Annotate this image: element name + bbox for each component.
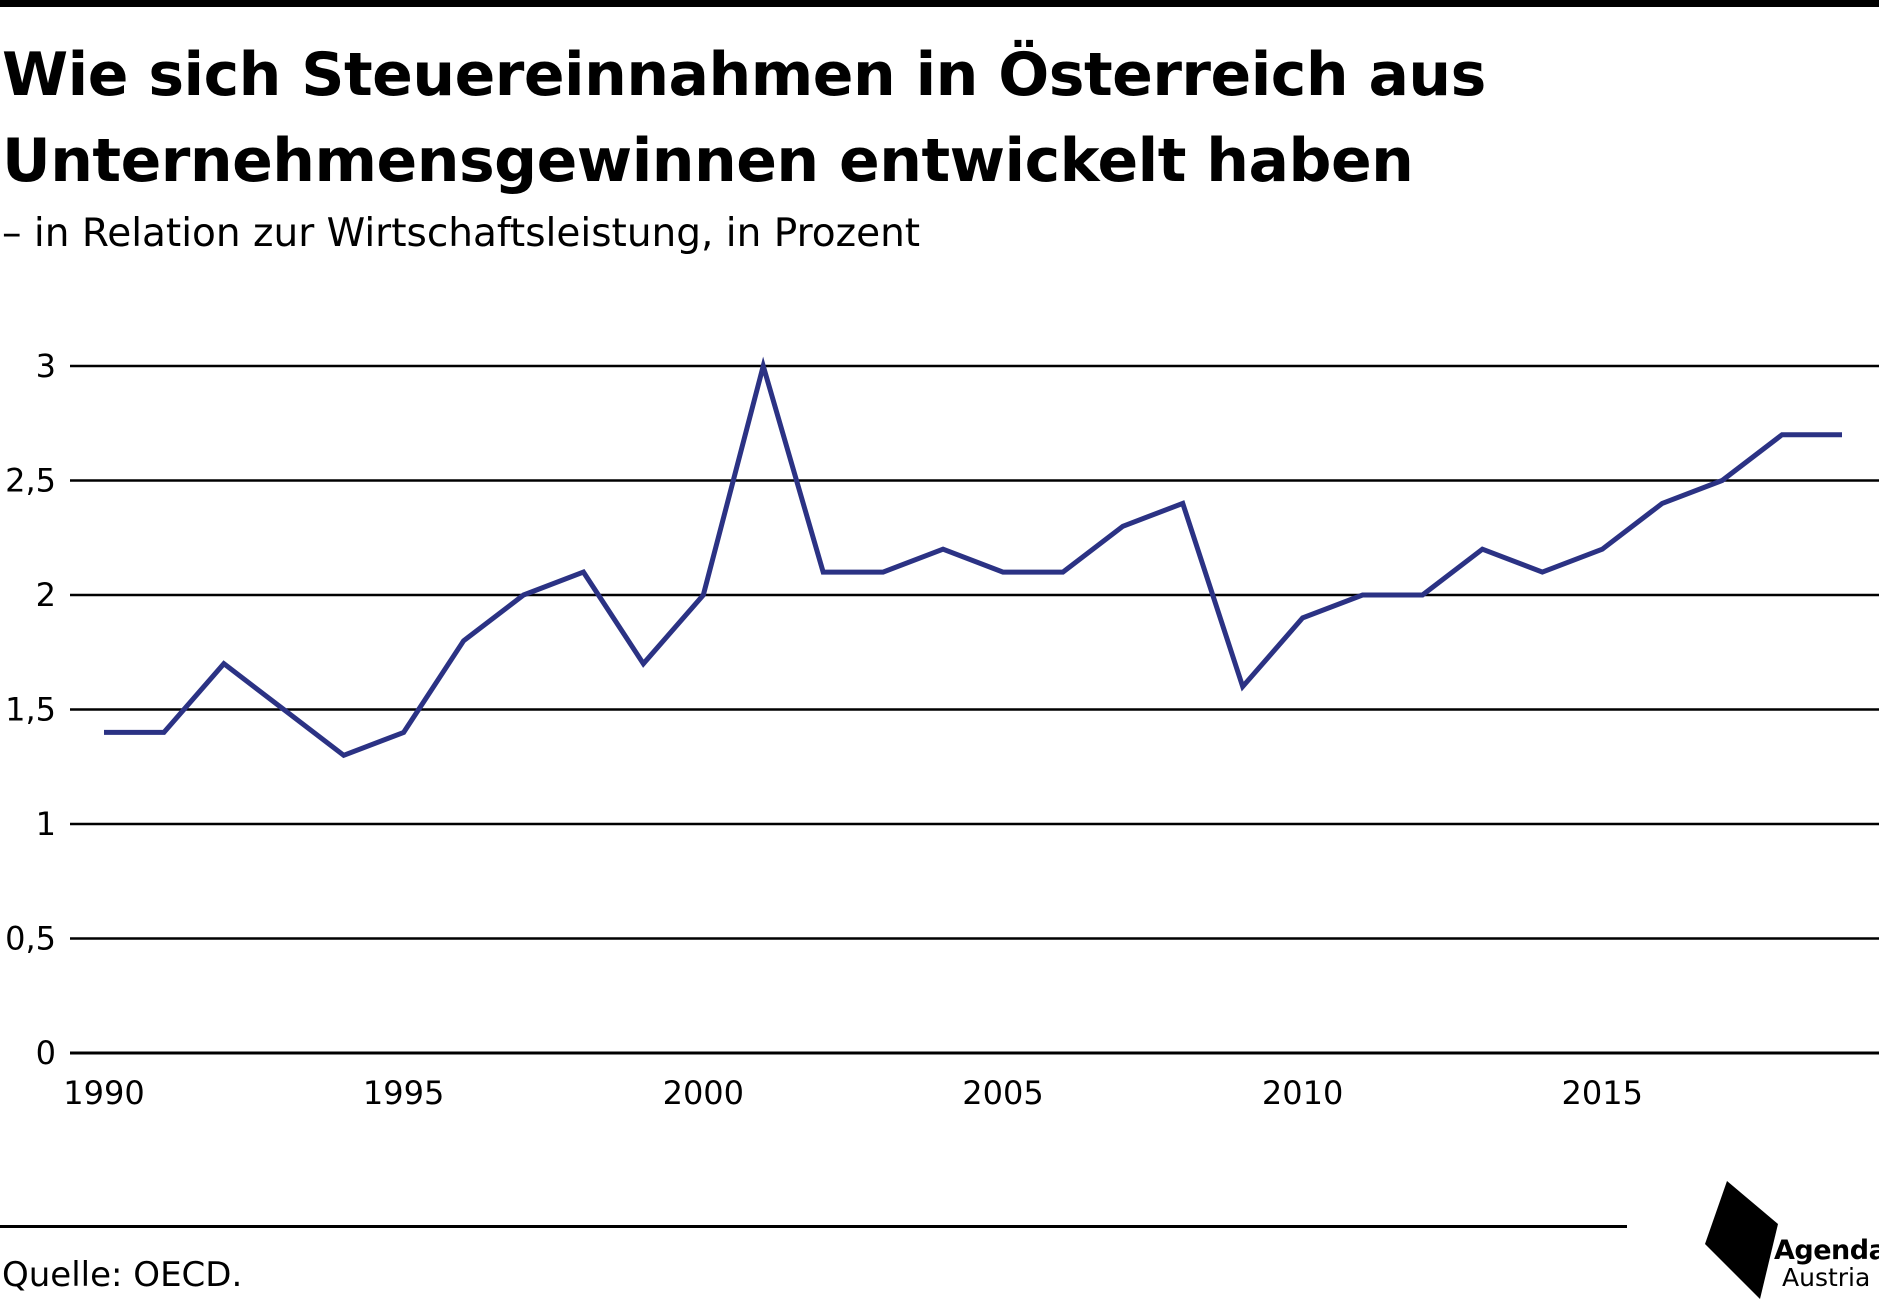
- chart-subtitle: – in Relation zur Wirtschaftsleistung, i…: [2, 211, 921, 256]
- x-tick-label: 1995: [363, 1074, 444, 1112]
- line-chart: 0 0,5 1 1,5 2 2,5 3 1990 1995 2000 2005 2010 2015: [5, 347, 1879, 1112]
- chart-title: Wie sich Steuereinnahmen in Österreich a…: [2, 32, 1702, 204]
- y-tick-label: 1,5: [5, 691, 56, 729]
- logo-mark-icon: [1705, 1181, 1778, 1299]
- logo-text-agenda: Agenda: [1774, 1235, 1879, 1266]
- y-tick-label: 1: [36, 805, 56, 843]
- x-tick-label: 1990: [63, 1074, 144, 1112]
- y-axis-ticks: 0 0,5 1 1,5 2 2,5 3: [5, 347, 56, 1072]
- gridlines: [70, 364, 1879, 1055]
- y-tick-label: 2,5: [5, 462, 56, 500]
- footer-rule: [0, 1225, 1627, 1228]
- top-rule: [0, 0, 1879, 7]
- x-tick-label: 2005: [962, 1074, 1043, 1112]
- chart-title-line2: Unternehmensgewinnen entwickelt haben: [2, 126, 1414, 196]
- series-layer: [103, 356, 1843, 759]
- agenda-austria-logo: Agenda Austria: [1700, 1178, 1879, 1299]
- y-tick-label: 3: [36, 347, 56, 385]
- logo-text-austria: Austria: [1782, 1263, 1871, 1292]
- x-tick-label: 2015: [1562, 1074, 1643, 1112]
- source-note: Quelle: OECD.: [2, 1255, 243, 1295]
- x-tick-label: 2000: [663, 1074, 744, 1112]
- y-tick-label: 0: [36, 1034, 56, 1072]
- series-line: [104, 356, 1842, 759]
- x-tick-label: 2010: [1262, 1074, 1343, 1112]
- x-axis-ticks: 1990 1995 2000 2005 2010 2015: [63, 1074, 1643, 1112]
- y-tick-label: 0,5: [5, 920, 56, 958]
- chart-title-line1: Wie sich Steuereinnahmen in Österreich a…: [2, 40, 1486, 110]
- y-tick-label: 2: [36, 576, 56, 614]
